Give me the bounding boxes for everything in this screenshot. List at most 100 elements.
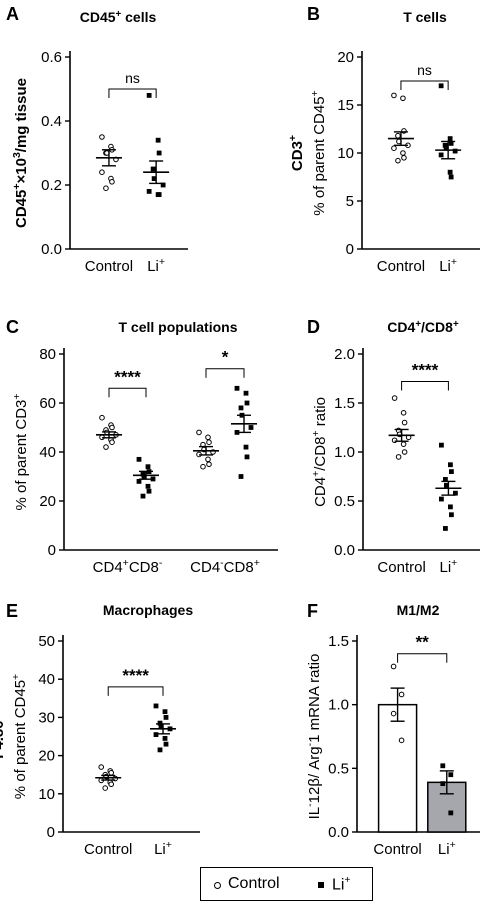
y-tick-label: 1.5 — [334, 395, 355, 412]
panel-title: M1/M2 — [397, 602, 440, 618]
y-tick-label: 0.5 — [328, 760, 349, 777]
data-point-li — [448, 141, 454, 146]
y-tick-label: 2.0 — [334, 346, 355, 363]
x-tick-label: Li+ — [439, 557, 457, 576]
data-point-li — [443, 145, 449, 151]
data-point-li — [238, 474, 244, 479]
data-point-li — [158, 724, 164, 730]
data-point-li — [145, 483, 151, 489]
legend: Control Li+ — [200, 867, 373, 901]
y-tick-label: 0.0 — [41, 241, 62, 258]
significance-label: * — [222, 348, 229, 367]
data-point-li — [157, 747, 163, 753]
data-point-li — [140, 471, 146, 477]
data-point-li — [448, 810, 454, 816]
panel-title: T cell populations — [118, 319, 237, 335]
y-tick-label: 10 — [38, 786, 55, 803]
data-point-control — [391, 145, 397, 151]
y-tick-label: 20 — [337, 49, 354, 66]
x-tick-label: Li+ — [438, 839, 456, 858]
panel-title: Macrophages — [103, 602, 193, 618]
data-point-li — [162, 736, 168, 741]
data-point-li — [156, 192, 162, 197]
data-point-li — [439, 442, 444, 448]
panel-title: CD45+ cells — [80, 9, 157, 26]
x-tick-label: CD4-CD8+ — [190, 557, 260, 576]
panel-letter: C — [6, 317, 19, 337]
panel-C: C T cell populations 0 20 40 60 80 % of parent … — [6, 317, 278, 576]
data-point-control — [401, 449, 408, 455]
y-tick-label: 0 — [346, 241, 354, 258]
data-point-li — [157, 720, 163, 726]
significance-bracket — [205, 368, 245, 378]
panel-letter: E — [6, 601, 18, 621]
data-point-li — [146, 93, 152, 98]
panel-letter: F — [307, 601, 318, 621]
data-point-control — [401, 155, 407, 161]
data-point-li — [162, 709, 168, 715]
data-point-control — [206, 461, 212, 468]
y-axis-label: CD45+×103/mg tissue — [11, 78, 30, 228]
data-point-control — [108, 769, 115, 776]
data-point-control — [395, 157, 401, 164]
y-axis-label: % of parent CD3+ — [11, 393, 30, 510]
y-tick-label: 1.0 — [328, 697, 349, 714]
data-point-li — [438, 152, 444, 158]
y-tick-label: 0.0 — [334, 542, 355, 559]
significance-bracket — [401, 380, 449, 391]
data-point-control — [200, 463, 206, 470]
data-point-li — [155, 137, 161, 143]
data-point-control — [99, 414, 105, 421]
y-tick-label: 0.4 — [41, 113, 62, 130]
legend-li-marker — [318, 882, 324, 888]
legend-control-marker — [214, 882, 221, 889]
significance-bracket — [397, 653, 448, 663]
y-tick-label: 20 — [39, 493, 56, 510]
y-tick-label: 0 — [48, 542, 56, 559]
y-tick-label: 30 — [38, 709, 55, 726]
data-point-li — [234, 385, 240, 391]
x-tick-label: Li+ — [439, 256, 457, 275]
bar — [377, 703, 418, 833]
data-point-li — [443, 477, 448, 482]
x-tick-label: Li+ — [154, 839, 172, 858]
significance-bracket — [108, 387, 147, 398]
data-point-li — [153, 703, 159, 709]
data-point-li — [146, 488, 152, 494]
panel-letter: B — [307, 4, 320, 24]
data-point-control — [109, 424, 115, 431]
x-tick-label: Li+ — [147, 256, 165, 275]
data-point-control — [391, 395, 398, 401]
data-point-li — [449, 469, 454, 474]
data-point-li — [238, 405, 244, 411]
data-point-control — [102, 785, 109, 791]
y-tick-label: 0.2 — [41, 177, 62, 194]
y-tick-label: 0 — [47, 824, 55, 841]
data-point-control — [400, 95, 406, 102]
data-point-control — [196, 429, 202, 436]
x-tick-label: Control — [373, 841, 421, 858]
data-point-li — [448, 462, 453, 468]
significance-label: ns — [417, 62, 432, 78]
data-point-control — [109, 439, 115, 446]
significance-label: **** — [114, 367, 141, 386]
panel-letter: D — [307, 317, 320, 337]
y-axis-label: % of parent CD45+ — [10, 674, 29, 799]
data-point-li — [442, 142, 448, 148]
y-tick-label: 10 — [337, 145, 354, 162]
legend-li-label: Li+ — [332, 875, 351, 894]
y-tick-label: 20 — [38, 748, 55, 765]
data-point-control — [205, 456, 211, 463]
x-tick-label: CD4+CD8- — [93, 557, 163, 576]
data-point-control — [99, 169, 105, 175]
data-point-control — [99, 134, 105, 140]
x-tick-label: Control — [84, 841, 132, 858]
data-point-li — [136, 479, 142, 484]
data-point-li — [453, 490, 458, 496]
significance-bracket — [108, 88, 157, 98]
y-tick-label: 40 — [38, 671, 55, 688]
data-point-control — [400, 410, 407, 416]
panel-E: E Macrophages 0 10 20 30 40 50 F4.80+% of parent… — [0, 601, 200, 858]
significance-label: **** — [122, 666, 149, 685]
data-point-control — [108, 781, 115, 788]
